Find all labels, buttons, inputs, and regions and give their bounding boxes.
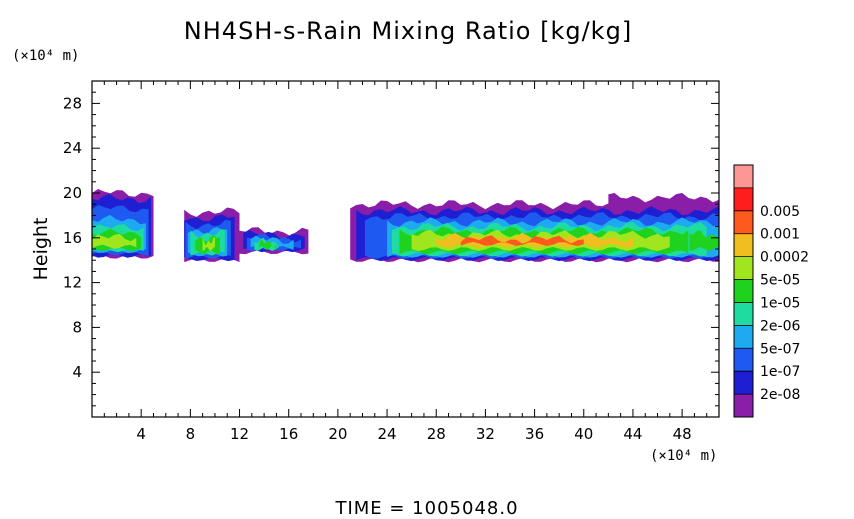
colorbar-label: 5e-05 [760, 273, 800, 289]
x-tick-label: 20 [328, 425, 347, 443]
contour-band [689, 230, 719, 251]
x-tick-label: 12 [230, 425, 249, 443]
contour-band [460, 235, 584, 246]
colorbar-swatch [734, 302, 753, 326]
colorbar-label: 0.001 [760, 227, 800, 243]
y-axis: 4 8 12 16 20 24 28 [63, 91, 719, 407]
x-tick-label: 48 [673, 425, 692, 443]
colorbar-label: 0.0002 [760, 250, 809, 266]
x-axis: 4 8 12 16 20 24 28 32 36 40 44 48 [103, 81, 708, 443]
y-tick-label: 20 [63, 184, 82, 202]
y-axis-label: Height [30, 218, 52, 281]
x-tick-label: 44 [623, 425, 642, 443]
contour-field [92, 189, 719, 263]
colorbar-swatch [734, 256, 753, 280]
x-tick-label: 24 [378, 425, 397, 443]
colorbar-swatch [734, 210, 753, 234]
x-tick-label: 28 [427, 425, 446, 443]
time-readout: TIME = 1005048.0 [334, 498, 518, 519]
y-tick-label: 8 [72, 318, 82, 336]
colorbar: 2e-08 1e-07 5e-07 2e-06 1e-05 5e-05 0.0002 0.00… [733, 164, 809, 418]
colorbar-swatch [734, 394, 753, 417]
colorbar-swatch [734, 371, 753, 395]
x-axis-unit: (×10⁴ m) [650, 448, 717, 464]
colorbar-swatch [734, 165, 753, 188]
colorbar-label: 1e-07 [760, 364, 800, 380]
x-tick-label: 40 [574, 425, 593, 443]
y-tick-label: 24 [63, 139, 82, 157]
chart-title: NH4SH-s-Rain Mixing Ratio [kg/kg] [184, 17, 632, 45]
y-tick-label: 28 [63, 94, 82, 112]
x-tick-label: 16 [279, 425, 298, 443]
colorbar-swatch [734, 279, 753, 303]
x-tick-label: 4 [136, 425, 146, 443]
x-tick-label: 36 [525, 425, 544, 443]
colorbar-swatch [734, 187, 753, 211]
colorbar-label: 0.005 [760, 204, 800, 220]
colorbar-swatch [734, 233, 753, 257]
x-tick-label: 32 [476, 425, 495, 443]
y-axis-unit: (×10⁴ m) [12, 48, 79, 64]
y-tick-label: 12 [63, 274, 82, 292]
contour-band [259, 239, 277, 250]
contour-band [202, 237, 215, 251]
colorbar-swatch [734, 325, 753, 349]
colorbar-frame [733, 164, 754, 418]
y-tick-label: 4 [72, 363, 82, 381]
colorbar-label: 2e-06 [760, 318, 800, 334]
colorbar-swatch [734, 348, 753, 372]
y-tick-label: 16 [63, 229, 82, 247]
colorbar-label: 1e-05 [760, 295, 800, 311]
colorbar-label: 2e-08 [760, 387, 800, 403]
x-tick-label: 8 [186, 425, 196, 443]
colorbar-label: 5e-07 [760, 341, 800, 357]
contour-band [92, 233, 137, 249]
